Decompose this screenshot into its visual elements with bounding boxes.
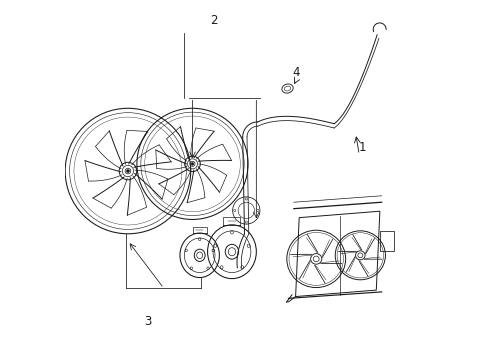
Text: 1: 1	[358, 141, 366, 154]
Text: 4: 4	[292, 66, 300, 79]
Text: 2: 2	[210, 14, 217, 27]
Text: 3: 3	[143, 315, 151, 328]
Circle shape	[191, 162, 194, 165]
Circle shape	[126, 170, 129, 172]
Bar	[379, 231, 393, 251]
